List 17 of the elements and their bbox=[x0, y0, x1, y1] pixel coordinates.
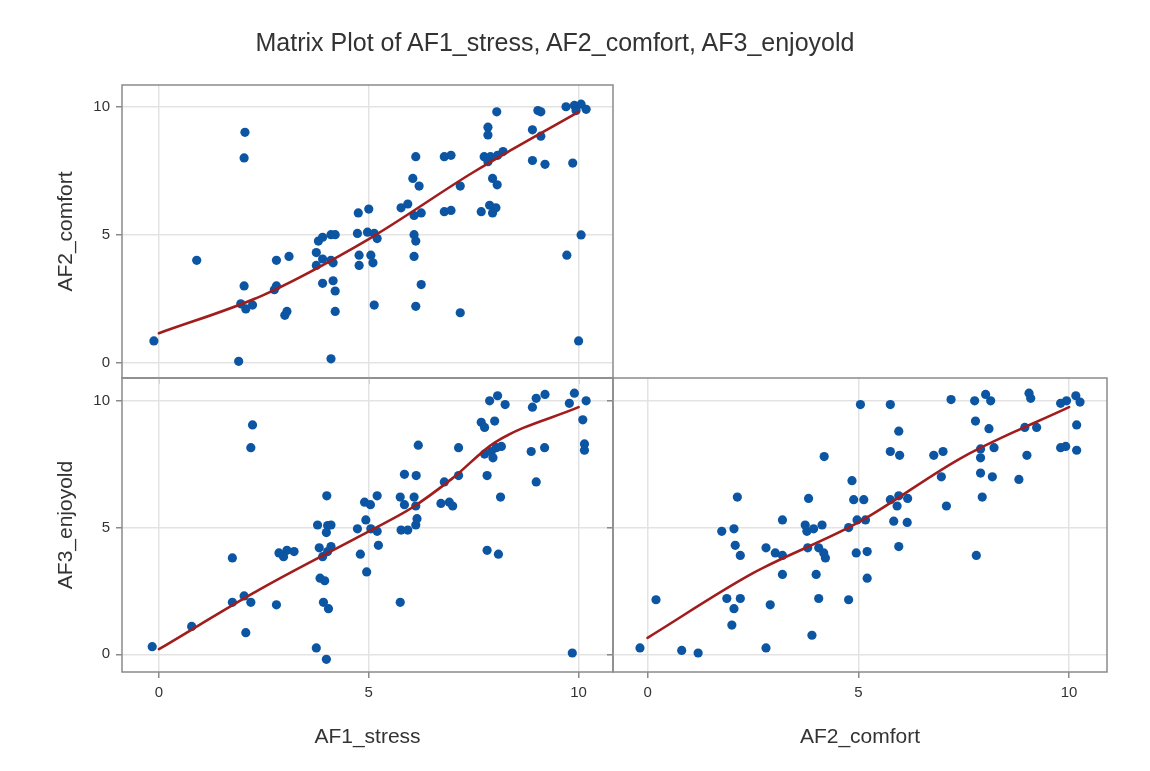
x-tick-label: 5 bbox=[854, 683, 863, 701]
chart-title: Matrix Plot of AF1_stress, AF2_comfort, AF3_enjoyold bbox=[254, 28, 856, 57]
y-axis-title: AF2_comfort bbox=[53, 171, 78, 292]
y-axis-title: AF3_enjoyold bbox=[53, 460, 78, 590]
y-tick-label: 10 bbox=[93, 390, 110, 408]
y-tick-label: 5 bbox=[101, 224, 110, 242]
x-tick-label: 0 bbox=[154, 683, 164, 701]
y-tick-label: 0 bbox=[101, 352, 110, 370]
x-axis-title: AF2_comfort bbox=[799, 724, 921, 749]
y-tick-label: 5 bbox=[101, 517, 110, 535]
x-tick-label: 10 bbox=[570, 683, 587, 701]
x-axis-title: AF1_stress bbox=[314, 724, 421, 749]
x-tick-label: 10 bbox=[1060, 683, 1078, 701]
x-tick-label: 5 bbox=[364, 683, 373, 701]
y-tick-label: 0 bbox=[101, 644, 110, 662]
x-tick-label: 0 bbox=[643, 683, 652, 701]
y-tick-label: 10 bbox=[93, 96, 110, 114]
